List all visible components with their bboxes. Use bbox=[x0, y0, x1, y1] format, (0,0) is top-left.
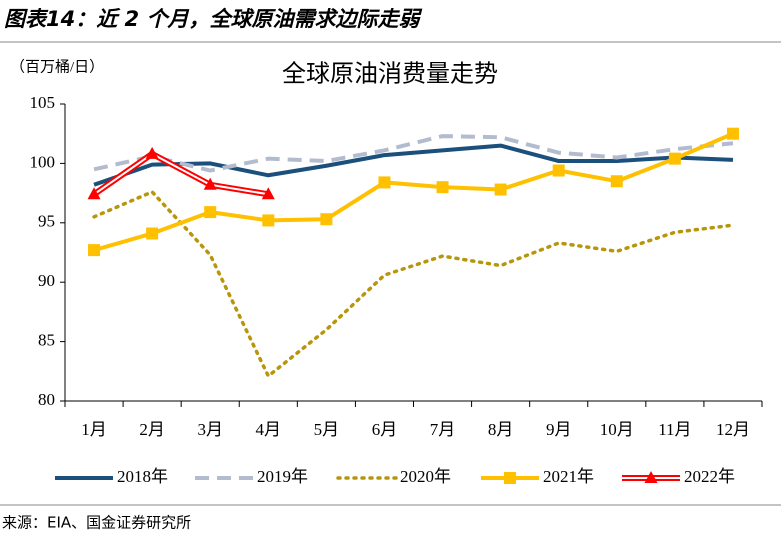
x-tick-label: 6月 bbox=[372, 420, 398, 439]
marker bbox=[668, 152, 681, 165]
legend-label: 2022年 bbox=[684, 467, 735, 486]
marker bbox=[146, 227, 159, 240]
y-tick-label: 90 bbox=[38, 271, 55, 290]
x-tick-label: 3月 bbox=[197, 420, 223, 439]
y-tick-label: 85 bbox=[38, 331, 55, 350]
chart-title: 全球原油消费量走势 bbox=[282, 61, 498, 88]
marker bbox=[203, 177, 217, 190]
x-tick-label: 12月 bbox=[716, 420, 750, 439]
y-axis-label: （百万桶/日） bbox=[10, 58, 104, 75]
legend-label: 2019年 bbox=[257, 467, 308, 486]
marker bbox=[145, 146, 159, 159]
marker bbox=[378, 176, 391, 189]
marker bbox=[87, 187, 101, 200]
series-line bbox=[93, 143, 734, 187]
x-tick-label: 2月 bbox=[139, 420, 165, 439]
x-tick-label: 11月 bbox=[658, 420, 691, 439]
y-tick-label: 80 bbox=[38, 390, 55, 409]
series-line bbox=[93, 134, 734, 173]
x-tick-label: 1月 bbox=[81, 420, 107, 439]
series-line-inner bbox=[93, 152, 269, 196]
marker bbox=[88, 244, 101, 257]
marker bbox=[261, 187, 275, 200]
x-tick-label: 9月 bbox=[546, 420, 572, 439]
x-tick-label: 7月 bbox=[430, 420, 456, 439]
y-tick-label: 95 bbox=[38, 212, 55, 231]
x-tick-label: 10月 bbox=[600, 420, 634, 439]
marker bbox=[204, 206, 217, 219]
marker bbox=[552, 164, 565, 177]
y-tick-label: 105 bbox=[30, 93, 56, 112]
marker bbox=[262, 214, 275, 227]
source: 来源：EIA、国金证券研究所 bbox=[2, 514, 191, 532]
series-line bbox=[92, 150, 269, 198]
legend-marker bbox=[504, 472, 516, 484]
header-title: 图表14：近 2 个月，全球原油需求边际走弱 bbox=[4, 7, 422, 31]
x-tick-label: 5月 bbox=[314, 420, 340, 439]
marker bbox=[494, 183, 507, 196]
legend-label: 2020年 bbox=[400, 467, 451, 486]
marker bbox=[610, 175, 623, 188]
x-tick-label: 8月 bbox=[488, 420, 514, 439]
marker bbox=[320, 213, 333, 226]
y-tick-label: 100 bbox=[30, 152, 56, 171]
legend-label: 2021年 bbox=[543, 467, 594, 486]
series-line bbox=[92, 190, 735, 378]
legend-marker bbox=[644, 471, 658, 483]
series-line bbox=[93, 131, 734, 253]
marker bbox=[726, 127, 739, 140]
marker bbox=[436, 181, 449, 194]
legend-label: 2018年 bbox=[117, 467, 168, 486]
x-tick-label: 4月 bbox=[256, 420, 282, 439]
